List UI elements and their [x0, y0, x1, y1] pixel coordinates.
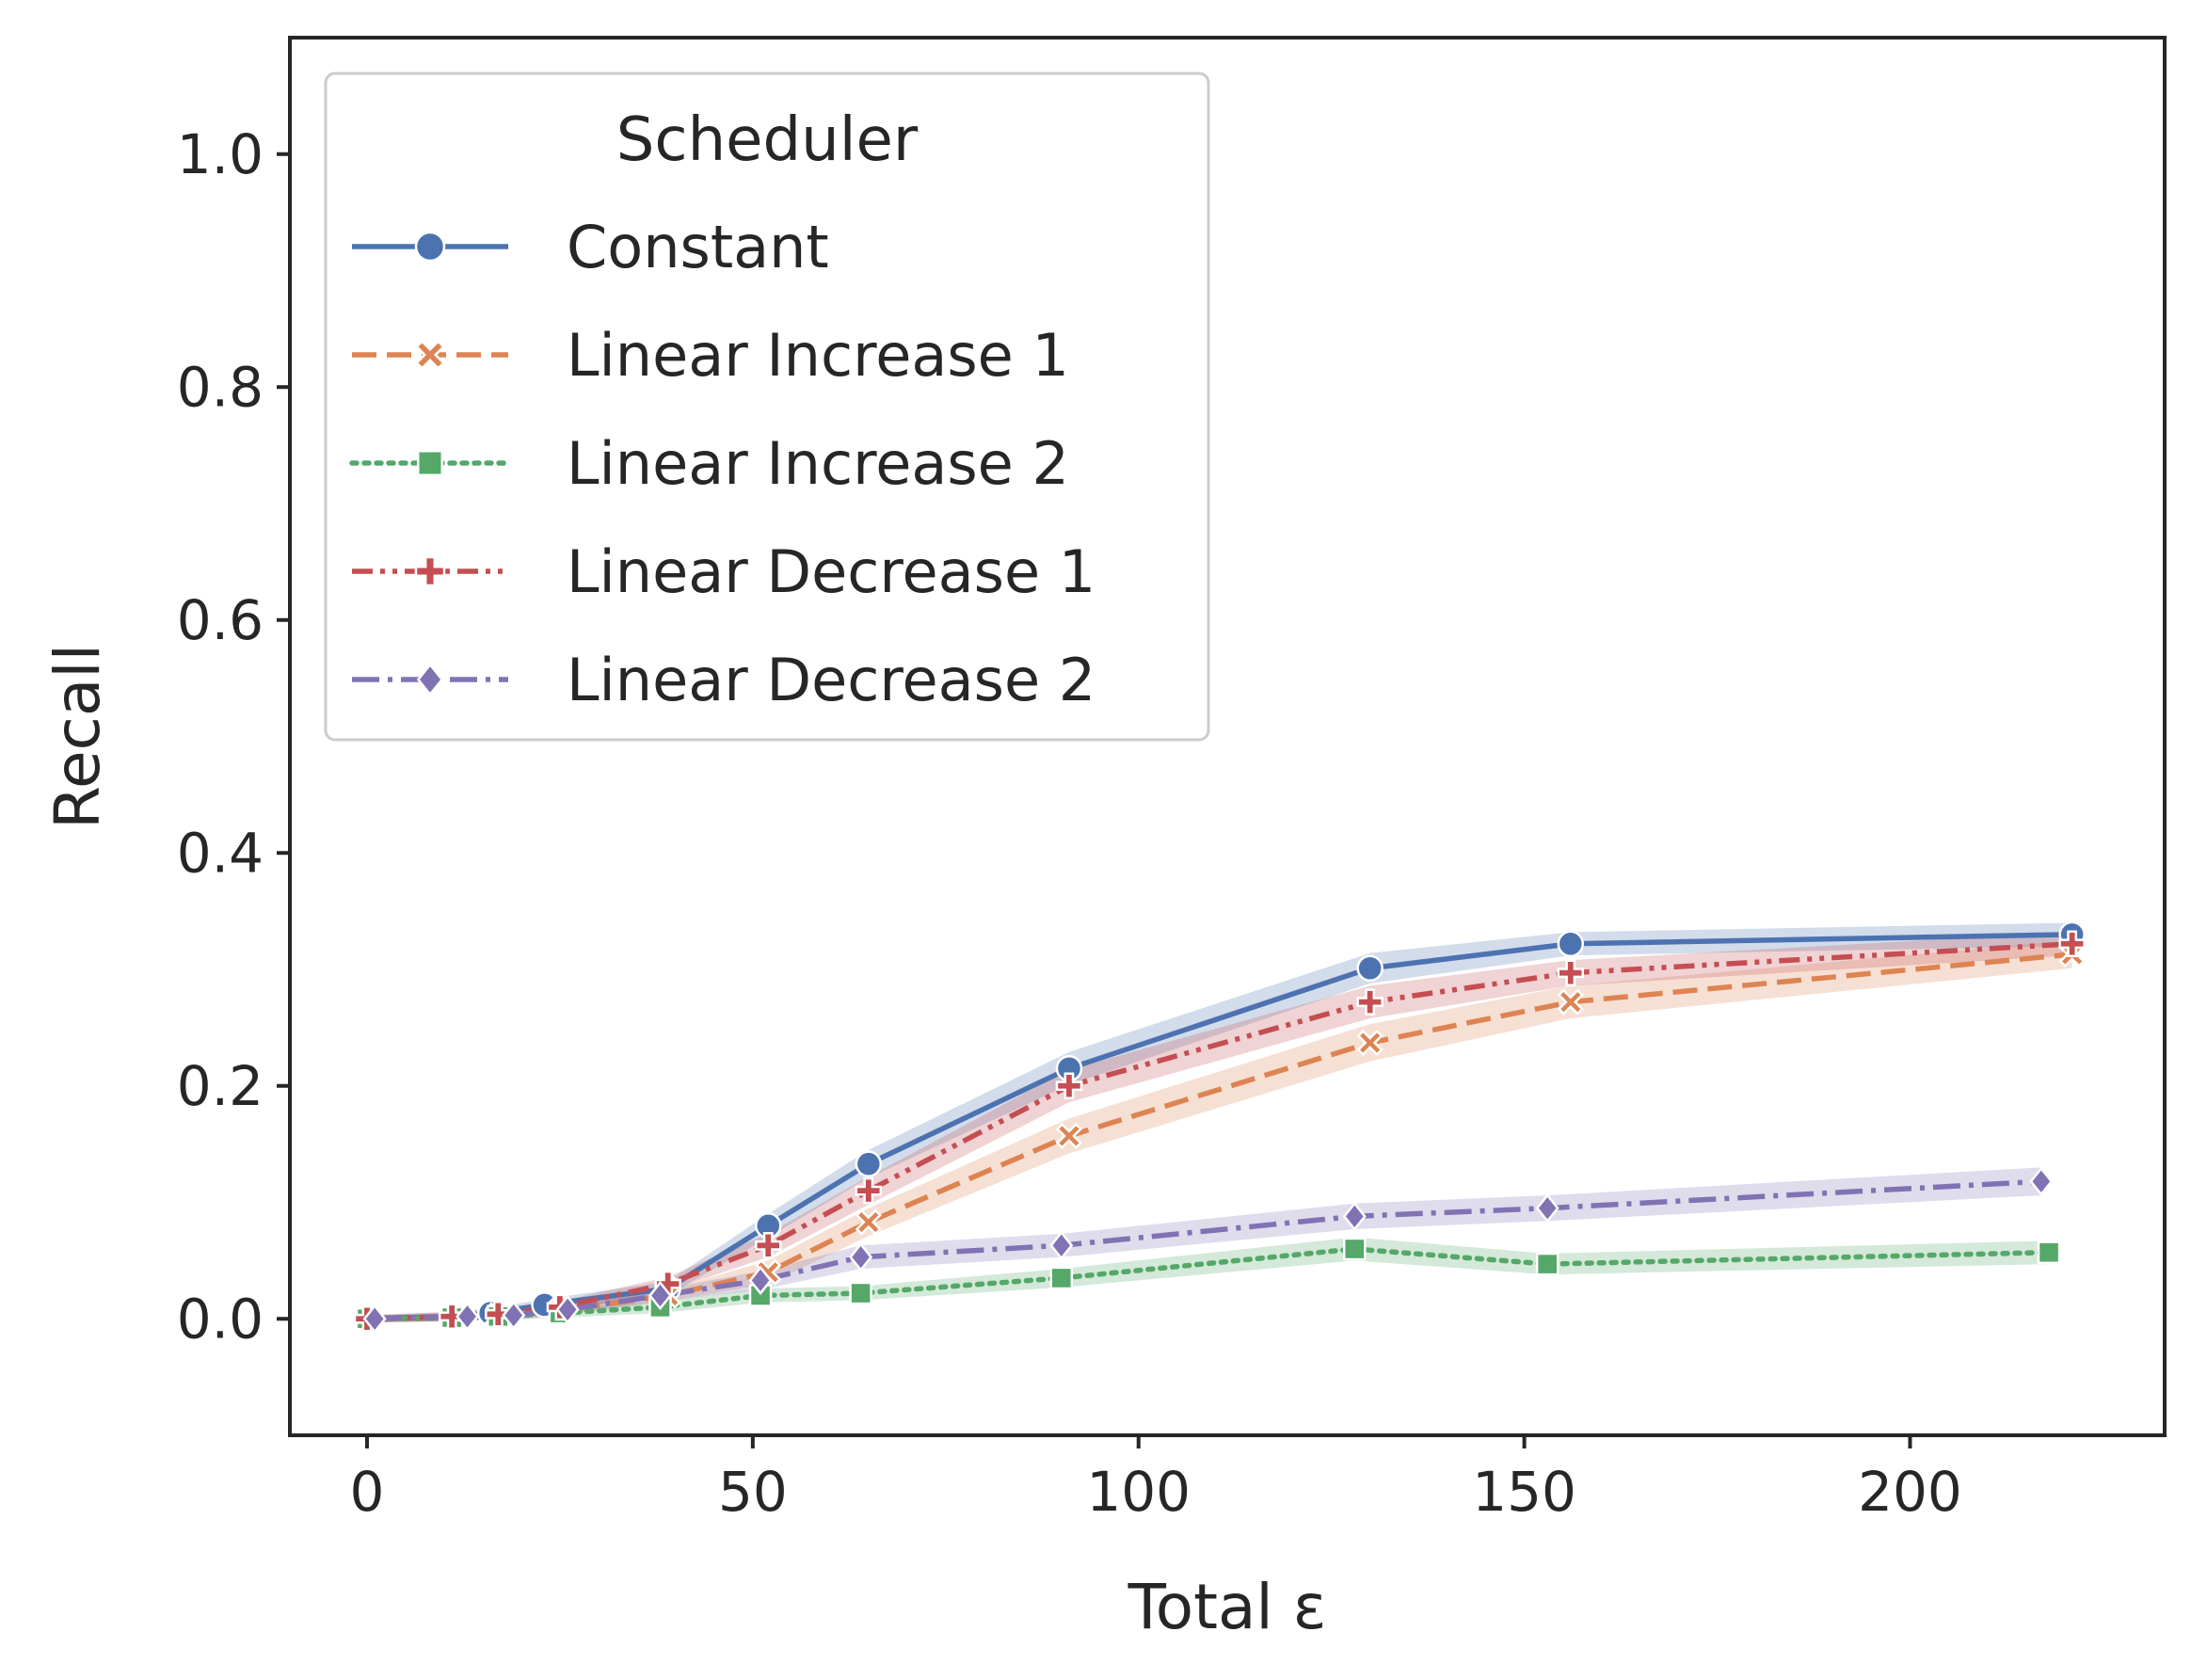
point-linear-increase-1-7 — [1055, 1122, 1083, 1150]
band-constant — [366, 922, 2072, 1322]
legend-label-linear-increase-1: Linear Increase 1 — [567, 321, 1069, 390]
y-tick-label-3: 0.6 — [177, 588, 264, 652]
legend-label-linear-decrease-2: Linear Decrease 2 — [567, 646, 1096, 714]
point-linear-decrease-2-5 — [748, 1265, 773, 1296]
legend-marker-constant — [414, 231, 446, 263]
y-axis-ticks: 0.0 0.2 0.4 0.6 0.8 1.0 — [177, 122, 290, 1351]
plot-frame — [288, 36, 2167, 1437]
x-axis-label: Total ε — [1127, 1571, 1327, 1643]
point-linear-decrease-2-9 — [1535, 1193, 1559, 1224]
point-linear-decrease-2-8 — [1342, 1201, 1367, 1232]
point-constant-9 — [1557, 930, 1585, 958]
point-linear-decrease-1-10 — [2058, 930, 2086, 958]
series-markers — [353, 920, 2086, 1334]
legend-entries: Constant Linear Increase 1 Linear Increase… — [349, 213, 1096, 714]
band-linear-decrease-1 — [366, 932, 2072, 1322]
band-linear-decrease-2 — [375, 1167, 2041, 1322]
point-linear-decrease-2-7 — [1049, 1230, 1074, 1260]
point-linear-decrease-1-7 — [1055, 1072, 1083, 1099]
y-tick-label-2: 0.4 — [177, 821, 264, 885]
point-linear-increase-1-9 — [1557, 988, 1584, 1016]
point-linear-decrease-1-4 — [654, 1270, 681, 1298]
point-linear-increase-2-6 — [849, 1281, 872, 1305]
point-constant-6 — [855, 1150, 883, 1177]
point-linear-increase-1-8 — [1356, 1029, 1383, 1057]
band-linear-increase-2 — [366, 1237, 2050, 1322]
point-linear-decrease-2-2 — [502, 1300, 526, 1331]
point-linear-decrease-1-2 — [485, 1301, 512, 1328]
legend-label-linear-decrease-1: Linear Decrease 1 — [567, 537, 1096, 606]
x-axis-ticks: 0 50 100 150 200 — [350, 1435, 1962, 1524]
legend-label-linear-increase-2: Linear Increase 2 — [567, 429, 1069, 498]
x-tick-label-4: 200 — [1858, 1460, 1962, 1524]
point-linear-decrease-1-8 — [1356, 988, 1383, 1016]
point-linear-decrease-2-4 — [648, 1280, 673, 1311]
band-linear-increase-1 — [366, 940, 2072, 1322]
x-tick-label-1: 50 — [718, 1460, 788, 1524]
point-linear-increase-2-9 — [1535, 1252, 1559, 1276]
x-tick-label-0: 0 — [350, 1460, 385, 1524]
legend-label-constant: Constant — [567, 213, 829, 281]
y-tick-label-0: 0.0 — [177, 1287, 264, 1351]
point-linear-increase-2-8 — [1342, 1237, 1367, 1261]
y-axis-label: Recall — [41, 644, 114, 829]
point-linear-increase-2-7 — [1049, 1266, 1074, 1290]
legend-box — [324, 72, 1210, 742]
x-tick-label-2: 100 — [1086, 1460, 1191, 1524]
legend-marker-linear-decrease-1 — [414, 555, 446, 587]
legend-title: Scheduler — [616, 105, 919, 175]
y-tick-label-4: 0.8 — [177, 355, 264, 419]
y-tick-label-1: 0.2 — [177, 1054, 264, 1118]
point-linear-increase-2-10 — [2037, 1240, 2061, 1265]
legend-marker-linear-decrease-2 — [416, 663, 444, 696]
point-linear-decrease-2-3 — [555, 1294, 580, 1325]
point-linear-decrease-2-6 — [849, 1242, 873, 1272]
point-linear-decrease-1-9 — [1557, 959, 1585, 986]
x-tick-label-3: 150 — [1472, 1460, 1576, 1524]
point-linear-decrease-2-10 — [2029, 1166, 2054, 1196]
confidence-bands — [366, 922, 2072, 1322]
legend: Scheduler Constant Linear Increase 1 Linea… — [324, 72, 1210, 742]
point-linear-decrease-2-1 — [456, 1302, 480, 1332]
point-linear-decrease-2-0 — [362, 1304, 387, 1334]
y-tick-label-5: 1.0 — [177, 122, 264, 186]
point-linear-decrease-1-5 — [754, 1232, 782, 1259]
point-constant-8 — [1356, 954, 1383, 983]
legend-marker-linear-increase-1 — [414, 339, 446, 371]
point-linear-decrease-1-6 — [855, 1176, 883, 1205]
legend-marker-linear-increase-2 — [417, 450, 443, 476]
point-linear-decrease-1-1 — [438, 1303, 466, 1331]
point-linear-increase-1-6 — [855, 1208, 882, 1236]
